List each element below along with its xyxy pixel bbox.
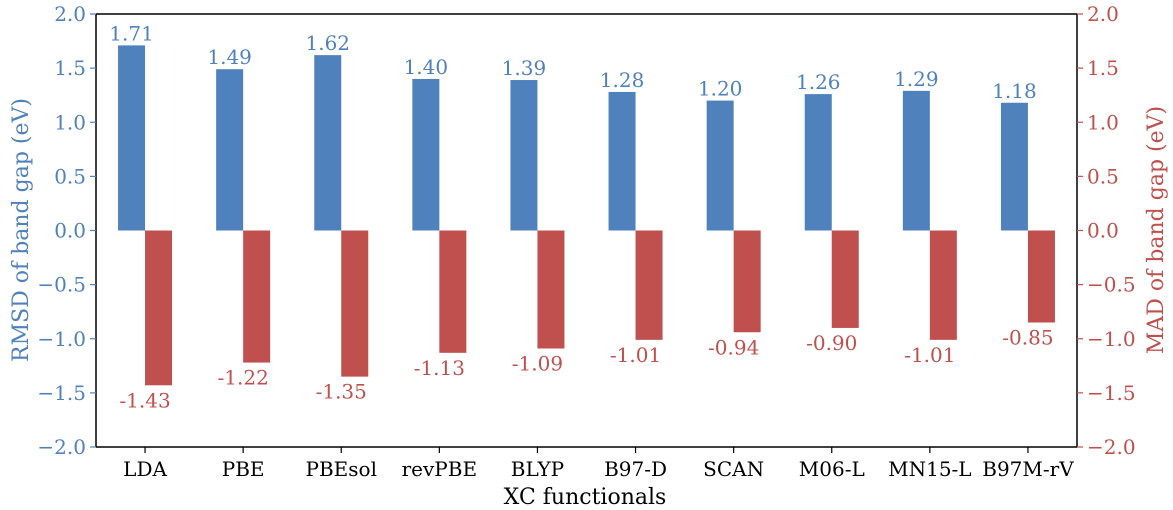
y-tick-label-left: 0.5 bbox=[54, 164, 86, 188]
bar-label-mad: -0.85 bbox=[1002, 326, 1053, 350]
bar-rmsd bbox=[314, 55, 342, 231]
x-tick-label: PBE bbox=[222, 457, 265, 481]
bar-rmsd bbox=[510, 80, 538, 231]
y-tick-label-left: −1.5 bbox=[37, 381, 86, 405]
y-tick-label-right: 1.0 bbox=[1087, 110, 1119, 134]
bar-label-mad: -1.01 bbox=[904, 343, 955, 367]
y-tick-label-left: 1.0 bbox=[54, 110, 86, 134]
x-tick-label: B97M-rV bbox=[982, 457, 1074, 481]
bar-mad bbox=[537, 230, 565, 349]
bar-label-rmsd: 1.62 bbox=[305, 31, 350, 55]
bar-label-rmsd: 1.39 bbox=[502, 56, 547, 80]
x-tick-label: revPBE bbox=[402, 457, 477, 481]
bar-mad bbox=[145, 230, 173, 386]
bar-label-mad: -1.35 bbox=[316, 380, 367, 404]
bar-mad bbox=[831, 230, 859, 328]
bar-label-rmsd: 1.26 bbox=[796, 70, 841, 94]
bar-label-mad: -1.01 bbox=[610, 343, 661, 367]
bar-mad bbox=[439, 230, 467, 353]
bar-mad bbox=[733, 230, 761, 333]
bar-label-rmsd: 1.71 bbox=[109, 21, 154, 45]
y-tick-label-right: 2.0 bbox=[1087, 2, 1119, 26]
bar-label-rmsd: 1.18 bbox=[992, 79, 1037, 103]
y-tick-label-left: 2.0 bbox=[54, 2, 86, 26]
bars-layer bbox=[118, 45, 1055, 386]
y-tick-label-right: −1.0 bbox=[1087, 327, 1136, 351]
y-tick-label-right: 0.0 bbox=[1087, 219, 1119, 243]
bar-rmsd bbox=[118, 45, 146, 231]
y-tick-label-left: 1.5 bbox=[54, 56, 86, 80]
bar-label-mad: -1.13 bbox=[414, 356, 465, 380]
bar-label-rmsd: 1.29 bbox=[894, 67, 939, 91]
bar-label-rmsd: 1.28 bbox=[600, 68, 645, 92]
x-tick-label: BLYP bbox=[511, 457, 564, 481]
bar-mad bbox=[1027, 230, 1055, 323]
y-axis-title-right: MAD of band gap (eV) bbox=[1144, 106, 1169, 354]
y-axis-title-left: RMSD of band gap (eV) bbox=[9, 98, 34, 362]
x-tick-label: LDA bbox=[123, 457, 167, 481]
bar-rmsd bbox=[412, 78, 440, 231]
x-tick-label: PBEsol bbox=[306, 457, 377, 481]
bar-mad bbox=[929, 230, 957, 340]
x-tick-label: B97-D bbox=[604, 457, 667, 481]
y-tick-label-right: −1.5 bbox=[1087, 381, 1136, 405]
bar-rmsd bbox=[804, 94, 832, 231]
x-tick-label: SCAN bbox=[703, 457, 764, 481]
bar-mad bbox=[635, 230, 663, 340]
bar-label-mad: -0.90 bbox=[806, 331, 857, 355]
bar-rmsd bbox=[902, 90, 930, 231]
bar-rmsd bbox=[216, 69, 244, 231]
x-axis-title: XC functionals bbox=[504, 485, 667, 510]
y-tick-label-right: 0.5 bbox=[1087, 164, 1119, 188]
bar-rmsd bbox=[608, 91, 636, 231]
y-tick-label-right: −2.0 bbox=[1087, 435, 1136, 459]
y-tick-label-left: −2.0 bbox=[37, 435, 86, 459]
bar-rmsd bbox=[706, 100, 734, 231]
x-tick-label: M06-L bbox=[799, 457, 865, 481]
y-tick-label-left: −1.0 bbox=[37, 327, 86, 351]
bar-label-mad: -1.22 bbox=[218, 366, 269, 390]
labels-layer: 1.71 -1.43 LDA 1.49 -1.22 PBE 1.62 -1.35 PBEsol 1… bbox=[37, 2, 1135, 481]
bar-mad bbox=[341, 230, 369, 377]
bar-rmsd bbox=[1000, 102, 1028, 231]
y-tick-label-right: −0.5 bbox=[1087, 273, 1136, 297]
bar-label-rmsd: 1.40 bbox=[404, 55, 449, 79]
bar-label-mad: -0.94 bbox=[708, 335, 759, 359]
y-tick-label-right: 1.5 bbox=[1087, 56, 1119, 80]
bar-label-mad: -1.43 bbox=[119, 388, 170, 412]
bar-label-rmsd: 1.49 bbox=[207, 45, 252, 69]
axes-layer bbox=[90, 13, 1083, 453]
bar-label-rmsd: 1.20 bbox=[698, 77, 743, 101]
x-tick-label: MN15-L bbox=[888, 457, 971, 481]
y-tick-label-left: −0.5 bbox=[37, 273, 86, 297]
bar-label-mad: -1.09 bbox=[512, 351, 563, 375]
y-tick-label-left: 0.0 bbox=[54, 219, 86, 243]
bar-mad bbox=[243, 230, 271, 363]
